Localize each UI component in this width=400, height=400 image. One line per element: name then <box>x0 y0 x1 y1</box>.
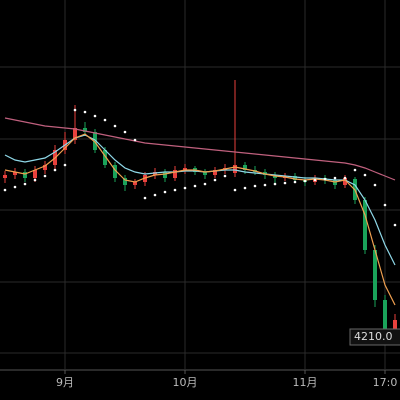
sar-dot <box>383 203 387 207</box>
sar-dot <box>283 181 287 185</box>
sar-dot <box>303 179 307 183</box>
sar-dot <box>13 185 17 189</box>
sar-dot <box>373 183 377 187</box>
candle-body <box>33 170 37 178</box>
sar-dot <box>193 184 197 188</box>
sar-dot <box>93 114 97 118</box>
sar-dot <box>313 178 317 182</box>
sar-dot <box>43 174 47 178</box>
sar-dot <box>153 193 157 197</box>
candle-body <box>113 165 117 178</box>
sar-dot <box>363 173 367 177</box>
candle-body <box>293 176 297 180</box>
candle-body <box>243 165 247 170</box>
candle-body <box>363 200 367 250</box>
ma-line <box>4 133 396 306</box>
sar-dot <box>273 182 277 186</box>
candle-body <box>73 128 77 140</box>
sar-dot <box>143 196 147 200</box>
sar-dot <box>173 188 177 192</box>
sar-dot <box>183 186 187 190</box>
candle-body <box>203 172 207 175</box>
x-tick-label: 17:0 <box>373 376 398 389</box>
candle-body <box>123 178 127 185</box>
candle-body <box>23 172 27 178</box>
sar-dot <box>163 190 167 194</box>
candle-body <box>173 170 177 178</box>
candle-body <box>183 168 187 170</box>
candle-body <box>163 172 167 178</box>
sar-dot <box>23 182 27 186</box>
sar-dot <box>103 118 107 122</box>
sar-dot <box>393 223 397 227</box>
sar-dot <box>343 176 347 180</box>
candle-body <box>3 175 7 178</box>
candle-body <box>93 132 97 150</box>
x-tick-label: 9月 <box>56 376 74 389</box>
sar-dot <box>83 110 87 114</box>
price-label: 4210.0 <box>354 330 393 343</box>
sar-dot <box>3 188 7 192</box>
sar-dot <box>263 183 267 187</box>
sar-dot <box>353 168 357 172</box>
sar-dot <box>223 174 227 178</box>
sar-dot <box>53 168 57 172</box>
x-tick-label: 10月 <box>173 376 198 389</box>
candle-body <box>383 300 387 330</box>
candle-body <box>373 250 377 300</box>
ma-line <box>4 117 396 181</box>
candle-body <box>133 182 137 185</box>
sar-dot <box>73 108 77 112</box>
candle-body <box>343 178 347 185</box>
candle-body <box>233 165 237 173</box>
sar-dot <box>133 138 137 142</box>
candle-body <box>103 150 107 165</box>
candle-body <box>213 170 217 175</box>
candle-body <box>43 165 47 170</box>
sar-dot <box>213 178 217 182</box>
candle-body <box>393 320 397 329</box>
sar-dot <box>63 163 67 167</box>
candle-body <box>13 172 17 175</box>
sar-dot <box>323 177 327 181</box>
candle-body <box>83 128 87 132</box>
sar-dot <box>33 178 37 182</box>
x-tick-label: 11月 <box>293 376 318 389</box>
sar-dot <box>123 130 127 134</box>
ma-line <box>4 134 396 266</box>
sar-dot <box>243 186 247 190</box>
sar-dot <box>253 184 257 188</box>
price-tag <box>349 328 400 346</box>
sar-dot <box>113 124 117 128</box>
sar-dot <box>333 176 337 180</box>
sar-dot <box>233 188 237 192</box>
sar-dot <box>203 182 207 186</box>
sar-dot <box>293 180 297 184</box>
